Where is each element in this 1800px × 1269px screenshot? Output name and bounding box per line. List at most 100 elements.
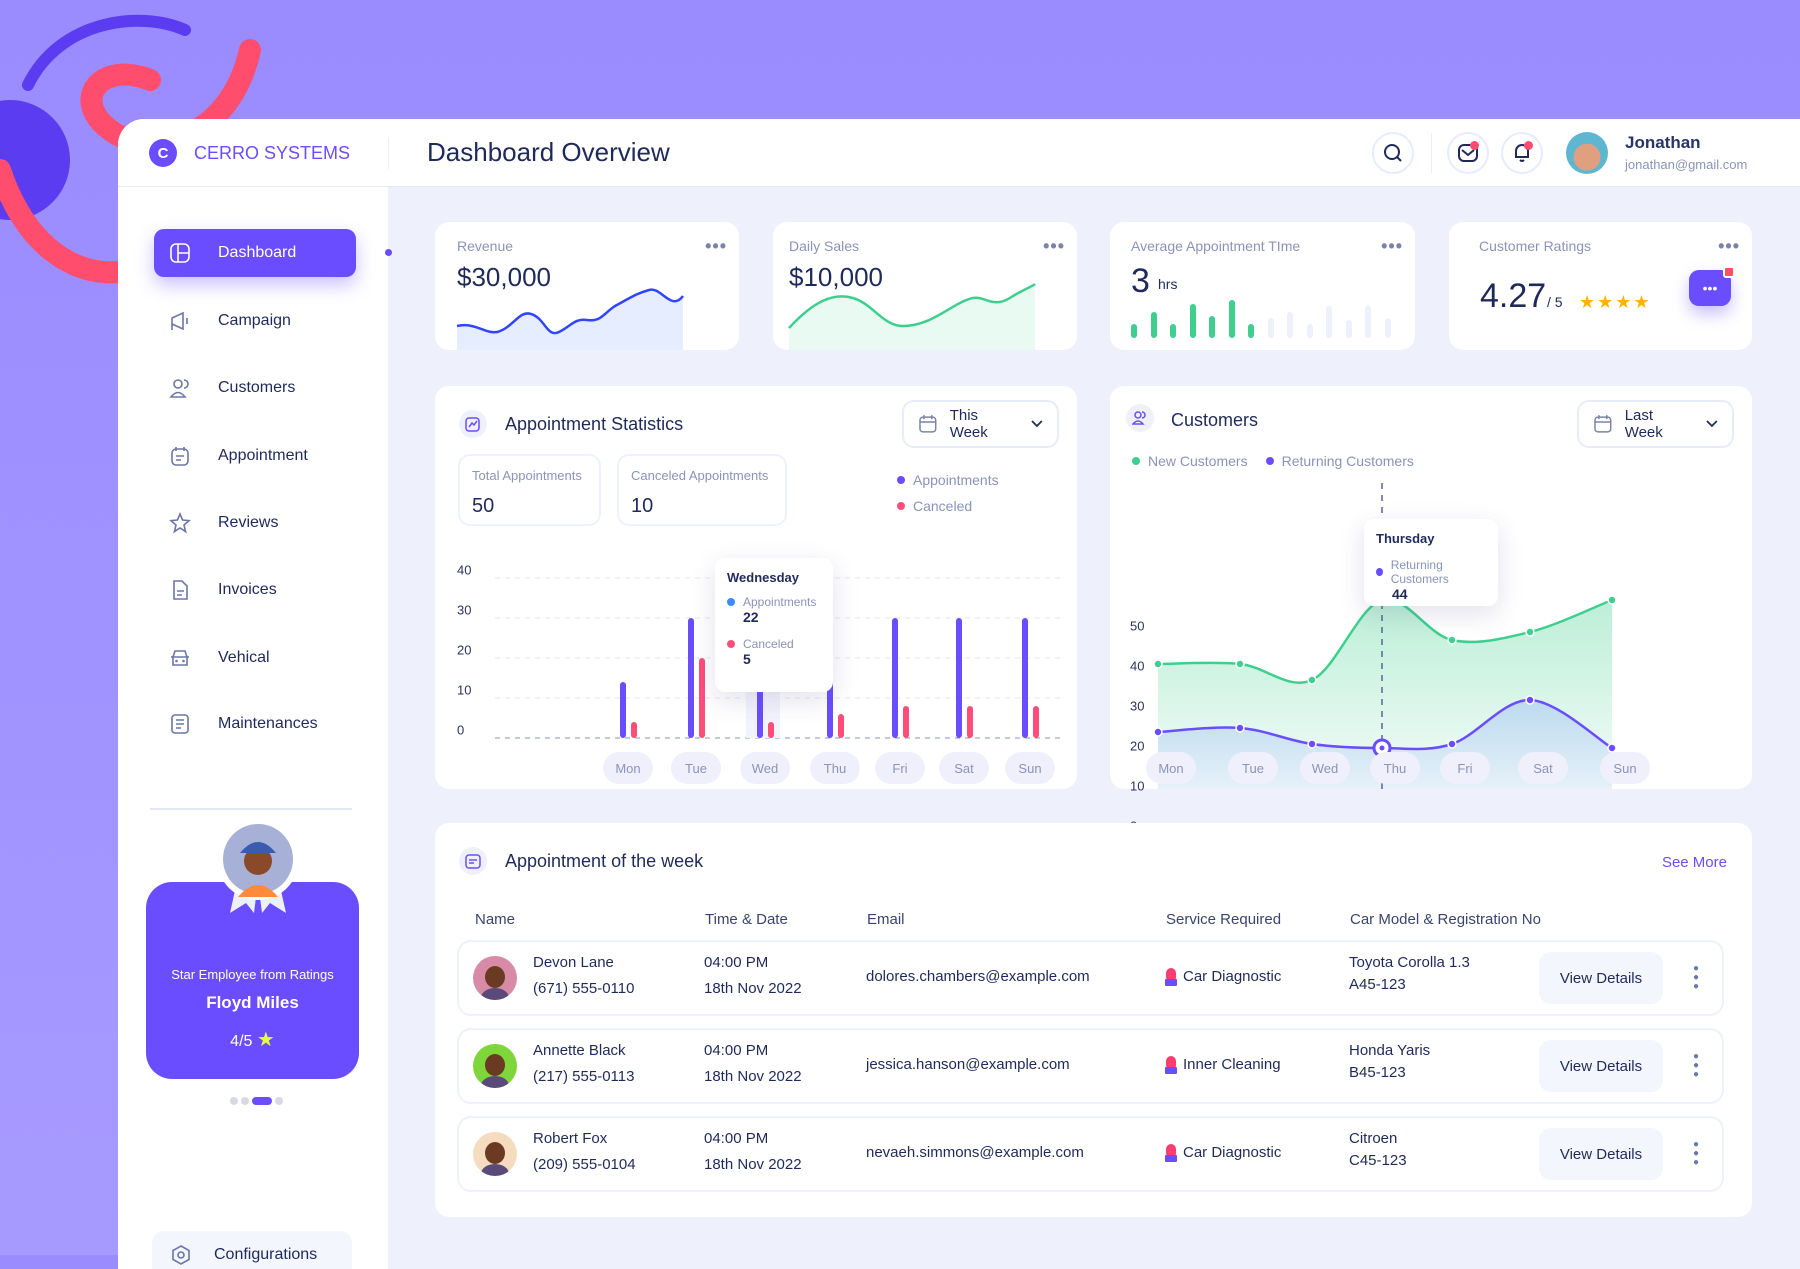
- brand-logo[interactable]: C: [149, 139, 177, 167]
- configurations-button[interactable]: Configurations: [152, 1231, 352, 1269]
- avg-time-bar: [1170, 324, 1176, 338]
- service-required: Inner Cleaning: [1183, 1056, 1281, 1073]
- avatar: [473, 956, 517, 1000]
- x-tick-label[interactable]: Mon: [1146, 752, 1196, 784]
- new-customers-point-tue[interactable]: [1235, 659, 1245, 669]
- list-icon: [168, 712, 192, 736]
- new-customers-point-sat[interactable]: [1525, 627, 1535, 637]
- canceled-bar-wed[interactable]: [768, 722, 774, 738]
- x-tick-label[interactable]: Mon: [603, 752, 653, 784]
- y-tick-label: 10: [1130, 778, 1145, 794]
- sidebar-item-customers[interactable]: Customers: [154, 364, 356, 412]
- sidebar-item-campaign[interactable]: Campaign: [154, 297, 356, 345]
- x-tick-label[interactable]: Tue: [671, 752, 721, 784]
- canceled-appointments-box: Canceled Appointments 10: [617, 454, 787, 526]
- avg-time-bar: [1228, 300, 1235, 338]
- period-value: Last Week: [1624, 407, 1663, 441]
- new-customers-point-sun[interactable]: [1607, 595, 1617, 605]
- employee-badge: [216, 817, 300, 913]
- canceled-bar-sat[interactable]: [967, 706, 973, 738]
- customer-phone: (671) 555-0110: [533, 980, 635, 997]
- star-icon: [168, 511, 192, 535]
- chat-bubble-icon[interactable]: •••: [1689, 266, 1735, 306]
- star-icon: ★: [1615, 292, 1634, 312]
- more-options-button[interactable]: •••: [705, 236, 727, 256]
- canceled-bar-fri[interactable]: [903, 706, 909, 738]
- period-select[interactable]: This Week: [902, 400, 1059, 448]
- x-tick-label[interactable]: Tue: [1228, 752, 1278, 784]
- appointments-bar-mon[interactable]: [620, 682, 626, 738]
- sidebar-item-label: Customers: [218, 379, 296, 396]
- x-tick-label[interactable]: Sun: [1005, 752, 1055, 784]
- returning-customers-point-mon[interactable]: [1153, 727, 1163, 737]
- canceled-bar-mon[interactable]: [631, 722, 637, 738]
- more-options-button[interactable]: ● ● ●: [1693, 1139, 1700, 1168]
- more-options-button[interactable]: •••: [1043, 236, 1065, 256]
- header-divider-2: [1431, 133, 1432, 173]
- x-tick-label[interactable]: Sat: [1518, 752, 1568, 784]
- x-tick-label[interactable]: Sun: [1600, 752, 1650, 784]
- messages-button[interactable]: [1447, 132, 1489, 174]
- returning-customers-point-tue[interactable]: [1235, 723, 1245, 733]
- y-tick-label: 30: [457, 602, 472, 618]
- view-details-button[interactable]: View Details: [1539, 952, 1663, 1004]
- service-required: Car Diagnostic: [1183, 1144, 1282, 1161]
- sidebar-item-invoices[interactable]: Invoices: [154, 566, 356, 614]
- sidebar-item-dashboard[interactable]: Dashboard: [154, 229, 356, 277]
- appointments-bar-tue[interactable]: [688, 618, 694, 738]
- x-tick-label[interactable]: Fri: [875, 752, 925, 784]
- car-icon: [168, 646, 192, 670]
- star-icon: ★: [1597, 292, 1616, 312]
- notifications-button[interactable]: [1501, 132, 1543, 174]
- period-value: This Week: [949, 407, 988, 441]
- canceled-bar-sun[interactable]: [1033, 706, 1039, 738]
- stat-value: 3: [1131, 262, 1150, 300]
- star-icon: ★: [1579, 292, 1598, 312]
- sidebar-item-appointment[interactable]: Appointment: [154, 432, 356, 480]
- returning-customers-point-sat[interactable]: [1525, 695, 1535, 705]
- sidebar-item-reviews[interactable]: Reviews: [154, 499, 356, 547]
- new-customers-point-fri[interactable]: [1447, 635, 1457, 645]
- avg-time-bar: [1365, 306, 1371, 338]
- sidebar-item-vehical[interactable]: Vehical: [154, 634, 356, 682]
- x-tick-label[interactable]: Fri: [1440, 752, 1490, 784]
- more-options-button[interactable]: ● ● ●: [1693, 1051, 1700, 1080]
- user-avatar[interactable]: [1566, 132, 1608, 174]
- new-customers-point-wed[interactable]: [1307, 675, 1317, 685]
- sidebar-divider: [150, 808, 352, 810]
- stat-unit: / 5: [1547, 294, 1563, 310]
- new-customers-point-mon[interactable]: [1153, 659, 1163, 669]
- returning-customers-point-sun[interactable]: [1607, 743, 1617, 753]
- card-title: Appointment of the week: [505, 851, 704, 871]
- sidebar: Dashboard Campaign Customers Appointment Rev…: [118, 187, 392, 1269]
- more-options-button[interactable]: •••: [1718, 236, 1740, 256]
- more-options-button[interactable]: ● ● ●: [1693, 963, 1700, 992]
- x-tick-label[interactable]: Wed: [740, 752, 790, 784]
- returning-customers-point-wed[interactable]: [1307, 739, 1317, 749]
- see-more-link[interactable]: See More: [1661, 854, 1727, 871]
- header-divider: [388, 137, 389, 169]
- canceled-bar-thu[interactable]: [838, 714, 844, 738]
- search-button[interactable]: [1372, 132, 1414, 174]
- view-details-button[interactable]: View Details: [1539, 1040, 1663, 1092]
- car-model: Citroen: [1349, 1130, 1398, 1147]
- appointments-bar-fri[interactable]: [892, 618, 898, 738]
- appointments-bar-sun[interactable]: [1022, 618, 1028, 738]
- returning-customers-point-fri[interactable]: [1447, 739, 1457, 749]
- stat-label: Daily Sales: [789, 238, 860, 254]
- carousel-dots[interactable]: [230, 1097, 283, 1105]
- sidebar-item-maintenances[interactable]: Maintenances: [154, 700, 356, 748]
- more-options-button[interactable]: •••: [1381, 236, 1403, 256]
- x-tick-label[interactable]: Thu: [810, 752, 860, 784]
- x-tick-label[interactable]: Wed: [1300, 752, 1350, 784]
- canceled-bar-tue[interactable]: [699, 658, 705, 738]
- appointments-bar-sat[interactable]: [956, 618, 962, 738]
- chevron-down-icon: [1031, 420, 1043, 428]
- x-tick-label[interactable]: Thu: [1370, 752, 1420, 784]
- view-details-button[interactable]: View Details: [1539, 1128, 1663, 1180]
- x-tick-label[interactable]: Sat: [939, 752, 989, 784]
- settings-icon: [172, 1245, 190, 1265]
- stat-label: Average Appointment TIme: [1131, 238, 1301, 254]
- period-select[interactable]: Last Week: [1577, 400, 1734, 448]
- star-employee-card[interactable]: Star Employee from Ratings Floyd Miles 4…: [146, 882, 359, 1079]
